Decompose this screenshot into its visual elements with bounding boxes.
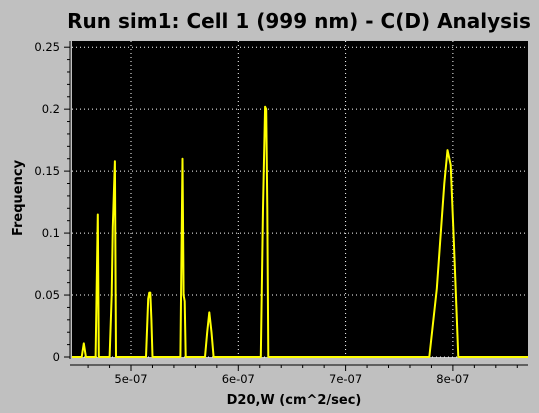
y-tick-label: 0.15 <box>34 164 60 178</box>
x-tick-labels: 5e-07 6e-07 7e-07 8e-07 <box>114 372 469 386</box>
distribution-line <box>72 105 528 358</box>
y-tick-label: 0.2 <box>42 102 60 116</box>
y-axis-label: Frequency <box>11 159 26 236</box>
x-tick-label: 5e-07 <box>114 372 147 386</box>
x-tick-label: 6e-07 <box>222 372 255 386</box>
x-axis-label: D20,W (cm^2/sec) <box>227 393 362 408</box>
y-tick-label: 0.1 <box>42 226 60 240</box>
chart-title: Run sim1: Cell 1 (999 nm) - C(D) Analysi… <box>67 9 531 33</box>
y-tick-label: 0.25 <box>34 40 60 54</box>
y-tick-labels: 0 0.05 0.1 0.15 0.2 0.25 <box>34 40 60 364</box>
y-tick-label: 0.05 <box>34 288 60 302</box>
x-tick-label: 7e-07 <box>329 372 362 386</box>
plot-area <box>72 41 528 357</box>
y-tick-label: 0 <box>53 350 60 364</box>
x-tick-label: 8e-07 <box>436 372 469 386</box>
axes <box>69 41 528 366</box>
